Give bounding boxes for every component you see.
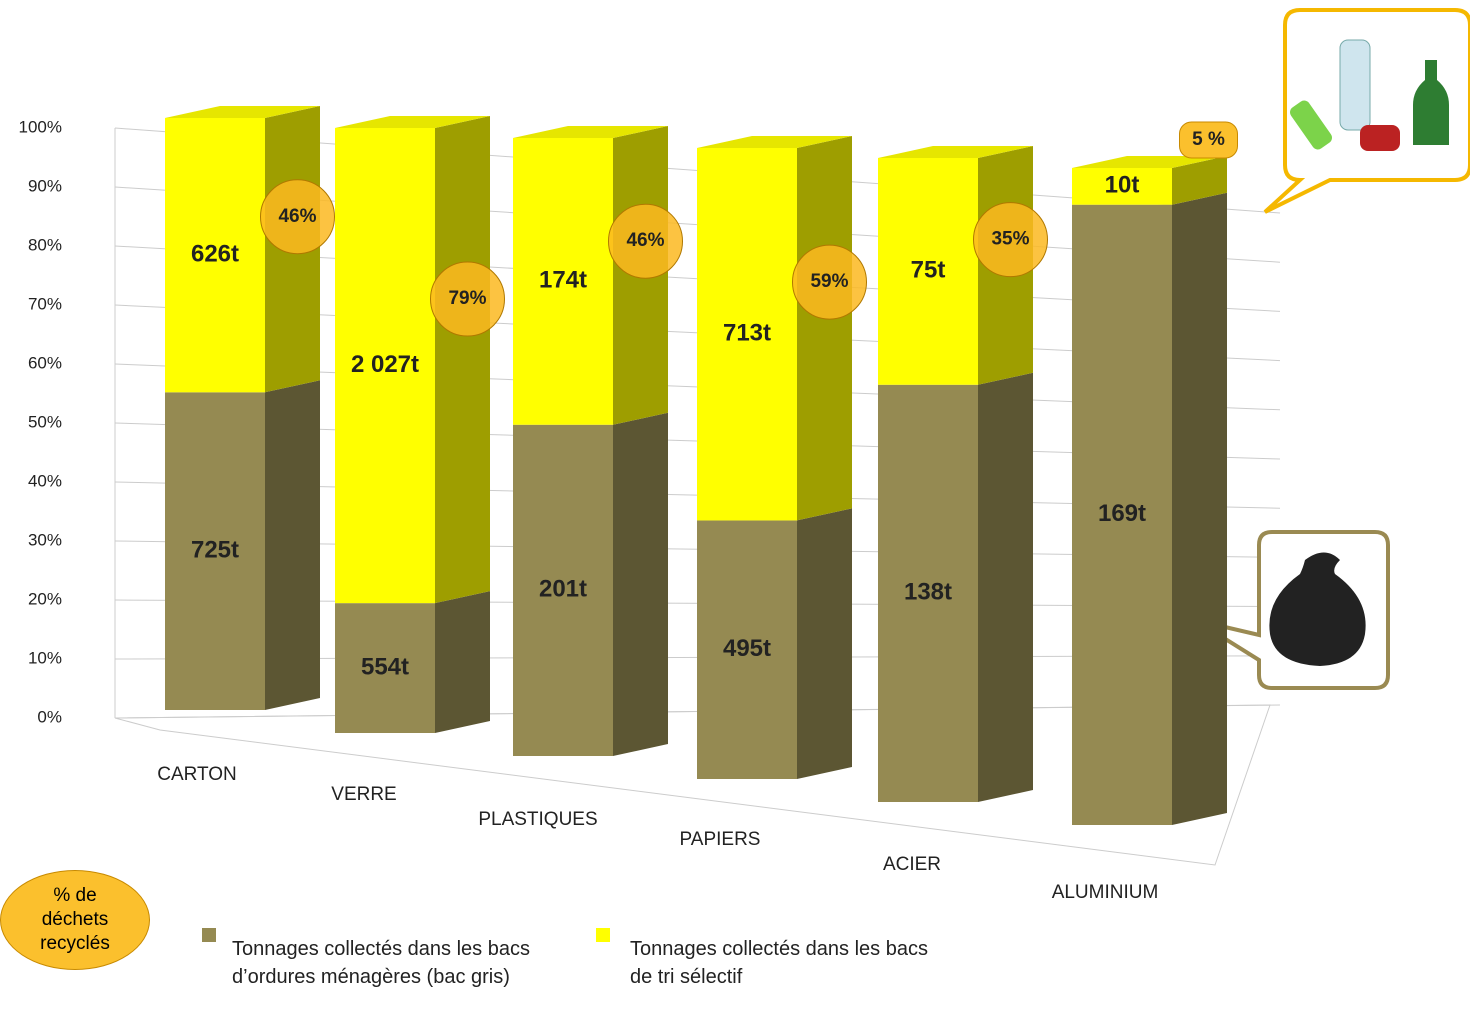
bar-side (1172, 193, 1227, 825)
x-tick-label: PAPIERS (680, 829, 761, 850)
rate-label: 79% (448, 288, 486, 309)
y-tick-label: 100% (19, 117, 62, 136)
value-label: 201t (539, 576, 587, 603)
value-label: 138t (904, 579, 952, 606)
y-tick-label: 30% (28, 530, 62, 549)
value-label: 713t (723, 320, 771, 347)
bar-side (613, 413, 668, 756)
y-tick-label: 20% (28, 589, 62, 608)
y-tick-label: 70% (28, 294, 62, 313)
rate-label: 46% (278, 206, 316, 227)
y-tick-label: 0% (37, 707, 62, 726)
y-tick-label: 80% (28, 235, 62, 254)
bar-side (797, 508, 852, 779)
y-tick-label: 60% (28, 353, 62, 372)
chart: 0% 10% 20% 30% 40% 50% 60% 70% 80% 90% 100% CARTON… (0, 0, 1470, 1021)
x-tick-label: ACIER (883, 854, 941, 875)
legend-label: Tonnages collectés dans les bacs de tri … (630, 935, 930, 991)
x-tick-label: ALUMINIUM (1052, 882, 1159, 903)
rate-label: 35% (991, 229, 1029, 250)
rate-note: % de déchets recyclés (0, 870, 150, 970)
rate-label: 46% (626, 230, 664, 251)
x-tick-label: CARTON (157, 764, 237, 785)
rate-label: 5 % (1192, 129, 1225, 150)
legend-label: Tonnages collectés dans les bacs d’ordur… (232, 935, 542, 991)
bar-side (435, 116, 490, 603)
bar-side (265, 380, 320, 710)
x-tick-label: VERRE (331, 784, 396, 805)
value-label: 725t (191, 536, 239, 563)
value-label: 10t (1105, 172, 1140, 199)
bar-side (435, 591, 490, 733)
y-tick-label: 40% (28, 471, 62, 490)
y-tick-label: 90% (28, 176, 62, 195)
value-label: 2 027t (351, 351, 419, 378)
legend-swatch (596, 928, 610, 942)
value-label: 495t (723, 635, 771, 662)
bottle-callout (1265, 10, 1470, 212)
value-label: 169t (1098, 500, 1146, 527)
y-tick-label: 10% (28, 648, 62, 667)
value-label: 174t (539, 267, 587, 294)
value-label: 626t (191, 240, 239, 267)
bar-side (978, 373, 1033, 802)
bar-side (797, 136, 852, 520)
page: 0% 10% 20% 30% 40% 50% 60% 70% 80% 90% 100% CARTON… (0, 0, 1470, 1021)
x-tick-label: PLASTIQUES (478, 809, 597, 830)
y-tick-label: 50% (28, 412, 62, 431)
value-label: 554t (361, 653, 409, 680)
rate-label: 59% (810, 271, 848, 292)
value-label: 75t (911, 257, 946, 284)
bars: CARTON 725t 626t 46% VERRE 554t 2 027t 79% PLAST… (157, 106, 1237, 903)
legend-swatch (202, 928, 216, 942)
